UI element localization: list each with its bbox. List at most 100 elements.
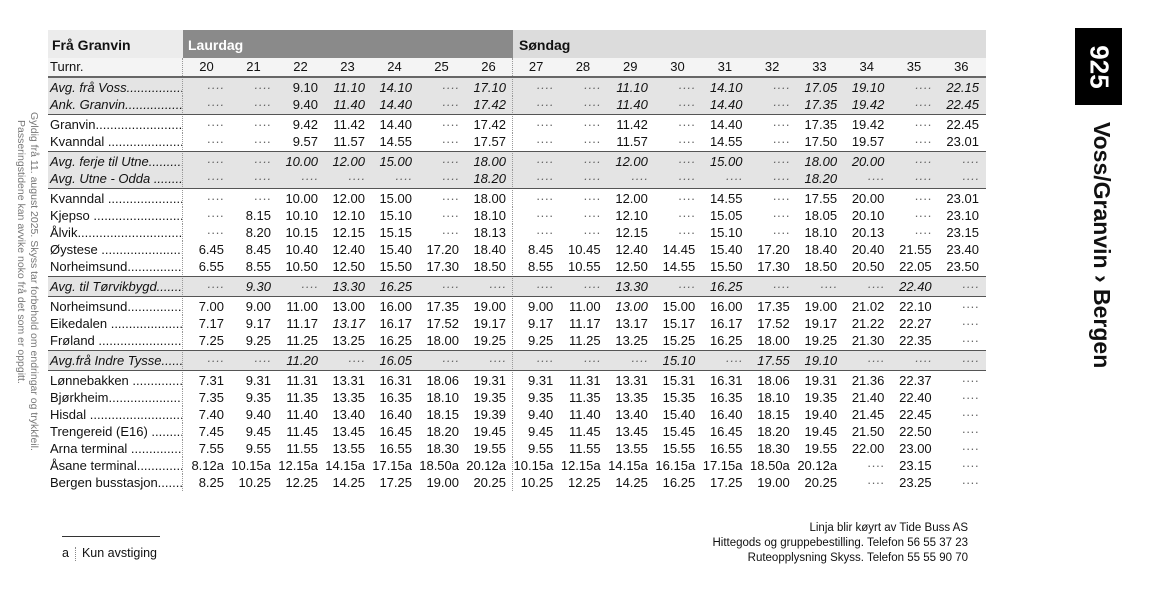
departure-time: 12.00 — [615, 191, 648, 206]
turn-number: 22 — [293, 59, 308, 74]
departure-time: ···· — [583, 97, 601, 112]
departure-time: ···· — [914, 208, 932, 223]
departure-time: ···· — [512, 79, 559, 96]
departure-time: 12.15 — [615, 225, 648, 240]
ferry-connection-group: Avg. frå Voss........................ ···… — [48, 78, 986, 115]
departure-time: 12.00 — [332, 191, 365, 206]
departure-time: 13.31 — [332, 373, 365, 388]
table-row: Norheimsund..................... 6.55 8.55… — [48, 258, 986, 275]
departure-time: 16.40 — [709, 407, 743, 422]
departure-time: 12.15a — [278, 458, 318, 473]
departure-time: 18.20 — [473, 171, 506, 186]
departure-time: 10.25 — [512, 474, 559, 491]
departure-time: 22.27 — [899, 316, 932, 331]
departure-time: ···· — [867, 279, 885, 294]
departure-time: 20.25 — [804, 475, 838, 490]
departure-time: ···· — [206, 225, 224, 240]
departure-time: ···· — [677, 80, 696, 95]
departure-time: ···· — [206, 97, 224, 112]
departure-time: 15.00 — [709, 154, 743, 169]
departure-time: 8.15 — [245, 208, 271, 223]
departure-time: 19.31 — [804, 373, 838, 388]
departure-time: ···· — [512, 278, 559, 295]
departure-time: 11.55 — [569, 441, 601, 456]
departure-time: 19.42 — [851, 97, 885, 112]
departure-time: 9.00 — [512, 298, 559, 315]
departure-time: 18.50 — [804, 259, 838, 274]
departure-time: 15.40 — [662, 407, 696, 422]
departure-time: 17.55 — [757, 353, 790, 368]
departure-time: 18.20 — [757, 424, 790, 439]
departure-time: ···· — [725, 171, 743, 186]
departure-time: ···· — [300, 279, 318, 294]
departure-time: 7.25 — [198, 333, 224, 348]
departure-time: ···· — [819, 279, 838, 294]
departure-time: ···· — [725, 353, 743, 368]
timetable: Frå Granvin Laurdag Søndag Turnr. 20 21 22… — [48, 30, 986, 492]
departure-time: ···· — [206, 279, 224, 294]
departure-time: 17.15a — [702, 458, 743, 473]
departure-time: ···· — [961, 441, 979, 456]
departure-time: 19.55 — [473, 441, 506, 456]
departure-time: ···· — [583, 279, 601, 294]
departure-time: 16.40 — [379, 407, 412, 422]
departure-time: 23.01 — [946, 191, 979, 206]
departure-time: ···· — [583, 225, 601, 240]
departure-time: 15.00 — [379, 191, 412, 206]
departure-time: ···· — [583, 171, 601, 186]
departure-time: 15.00 — [662, 299, 696, 314]
table-row: Bergen busstasjon............... 8.25 10.2… — [48, 474, 986, 491]
departure-time: ···· — [441, 171, 459, 186]
departure-time: 19.25 — [804, 333, 838, 348]
departure-time: 9.25 — [512, 332, 559, 349]
departure-time: 21.50 — [851, 424, 885, 439]
departure-time: ···· — [772, 191, 790, 206]
departure-time: 9.31 — [512, 372, 559, 389]
departure-time: 9.10 — [292, 80, 318, 95]
departure-time: 14.40 — [709, 97, 743, 112]
departure-time: 20.10 — [851, 208, 885, 223]
departure-time: 16.25 — [709, 333, 743, 348]
turn-number: 33 — [812, 59, 827, 74]
departure-time: 18.40 — [804, 242, 838, 257]
departure-time: 16.45 — [709, 424, 743, 439]
table-row: Kvanndal ............................ ···… — [48, 190, 986, 207]
departure-time: 14.40 — [379, 117, 412, 132]
stop-name: Avg. Utne - Odda .................. — [50, 170, 183, 187]
departure-time: 9.30 — [245, 279, 271, 294]
departure-time: 19.57 — [851, 134, 885, 149]
departure-time: ···· — [583, 191, 601, 206]
departure-time: 11.40 — [616, 97, 648, 112]
departure-time: 17.55 — [804, 191, 838, 206]
departure-time: 13.55 — [332, 441, 365, 456]
departure-time: 18.30 — [426, 441, 459, 456]
departure-time: 10.40 — [285, 242, 318, 257]
departure-time: 7.00 — [198, 299, 224, 314]
departure-time: 20.25 — [473, 475, 506, 490]
departure-time: 15.15 — [379, 225, 412, 240]
departure-time: ···· — [512, 224, 559, 241]
departure-time: 19.00 — [426, 475, 459, 490]
departure-time: 11.10 — [616, 80, 648, 95]
departure-time: 23.25 — [899, 475, 932, 490]
departure-time: 7.31 — [198, 373, 224, 388]
departure-time: 13.35 — [615, 390, 648, 405]
footnote-mark: a — [62, 546, 69, 560]
departure-time: ···· — [961, 316, 979, 331]
ferry-connection-group: Avg. ferje til Utne.................. ···… — [48, 152, 986, 189]
turn-number: 27 — [512, 58, 559, 76]
departure-time: 16.45 — [379, 424, 412, 439]
departure-time: 13.40 — [332, 407, 365, 422]
turn-number: 32 — [764, 59, 780, 74]
stop-name: Norheimsund..................... — [50, 298, 183, 315]
departure-time: 22.05 — [899, 259, 932, 274]
turn-number: 20 — [199, 59, 214, 74]
departure-time: 16.55 — [709, 441, 743, 456]
departure-time: 11.35 — [286, 390, 318, 405]
departure-time: 15.55 — [662, 441, 696, 456]
departure-time: 15.17 — [662, 316, 696, 331]
stop-name: Avg. til Tørvikbygd............. — [50, 278, 183, 295]
departure-time: 13.30 — [332, 279, 365, 294]
departure-time: 9.45 — [245, 424, 271, 439]
departure-time: ···· — [914, 80, 932, 95]
